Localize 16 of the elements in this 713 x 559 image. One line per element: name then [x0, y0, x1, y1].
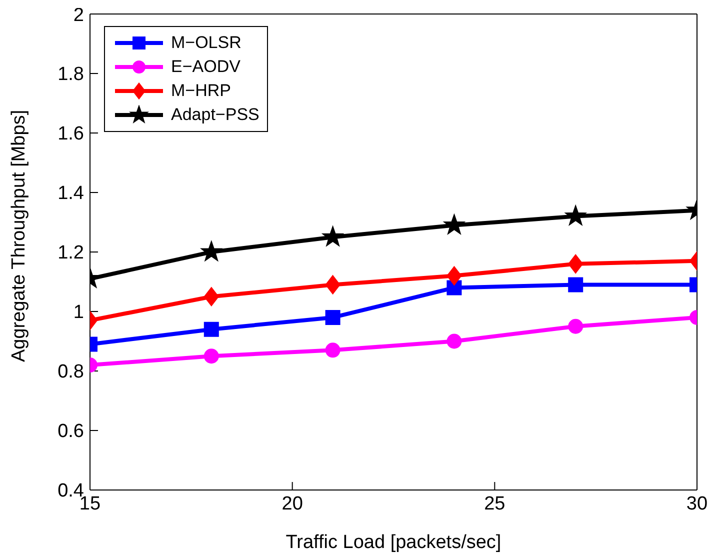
y-axis-title: Aggregate Throughput [Mbps]	[8, 110, 30, 362]
y-tick-label: 1.2	[58, 242, 84, 264]
y-tick-label: 1.6	[58, 124, 84, 145]
y-tick-label: 0.8	[58, 362, 84, 383]
y-tick-label: 1.4	[58, 183, 84, 204]
x-tick-label: 25	[484, 493, 506, 514]
legend-label: Adapt−PSS	[171, 105, 260, 125]
x-axis-title: Traffic Load [packets/sec]	[286, 532, 502, 553]
y-tick-label: 1	[73, 302, 84, 324]
x-tick-label: 20	[282, 493, 303, 514]
legend-label: M−OLSR	[171, 33, 242, 53]
x-tick-label: 30	[686, 493, 708, 514]
y-tick-label: 0.6	[58, 421, 84, 442]
legend-label: E−AODV	[171, 57, 240, 77]
y-tick-label: 1.8	[58, 64, 84, 86]
legend-label: M−HRP	[171, 81, 231, 101]
